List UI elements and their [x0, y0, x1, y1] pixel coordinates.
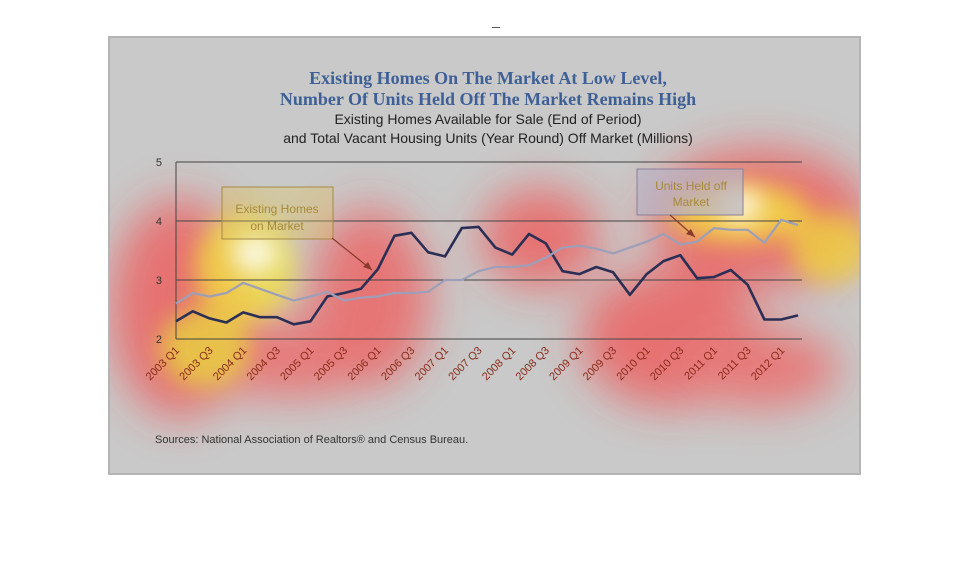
annotation-units-line2: Market: [673, 195, 710, 209]
y-tick-label: 4: [156, 216, 162, 228]
chart-title-line-2: Number Of Units Held Off The Market Rema…: [280, 89, 696, 109]
annotation-existing-homes-line2: on Market: [250, 219, 304, 233]
top-mark: [492, 27, 500, 28]
chart-subtitle-line-1: Existing Homes Available for Sale (End o…: [334, 111, 641, 127]
x-tick-label: 2009 Q1: [547, 345, 585, 383]
series-line-existing-homes: [175, 225, 799, 326]
chart-subtitle-line-2: and Total Vacant Housing Units (Year Rou…: [283, 130, 693, 146]
chart-source: Sources: National Association of Realtor…: [155, 434, 468, 446]
x-tick-label: 2008 Q3: [514, 345, 552, 383]
x-tick-label: 2008 Q1: [480, 345, 518, 383]
annotation-units-arrowhead: [686, 229, 695, 237]
annotation-units-held-off: Units Held off Market: [636, 168, 744, 238]
y-axis-ticks: 2 3 4 5: [156, 157, 162, 346]
line-chart: Existing Homes On The Market At Low Leve…: [110, 68, 859, 446]
annotation-existing-homes-line1: Existing Homes: [235, 202, 318, 216]
y-tick-label: 2: [156, 334, 162, 346]
chart-frame: Existing Homes On The Market At Low Leve…: [108, 36, 861, 475]
y-tick-label: 3: [156, 275, 162, 287]
chart-title-line-1: Existing Homes On The Market At Low Leve…: [309, 68, 667, 88]
series-line-units-held-off: [175, 218, 799, 305]
series-layer: [175, 218, 799, 326]
x-tick-label: 2007 Q3: [446, 345, 484, 383]
annotation-existing-homes: Existing Homes on Market: [221, 186, 373, 271]
grid: [175, 161, 802, 340]
annotation-units-line1: Units Held off: [655, 179, 727, 193]
annotation-existing-homes-arrowhead: [363, 262, 372, 270]
y-tick-label: 5: [156, 157, 162, 169]
